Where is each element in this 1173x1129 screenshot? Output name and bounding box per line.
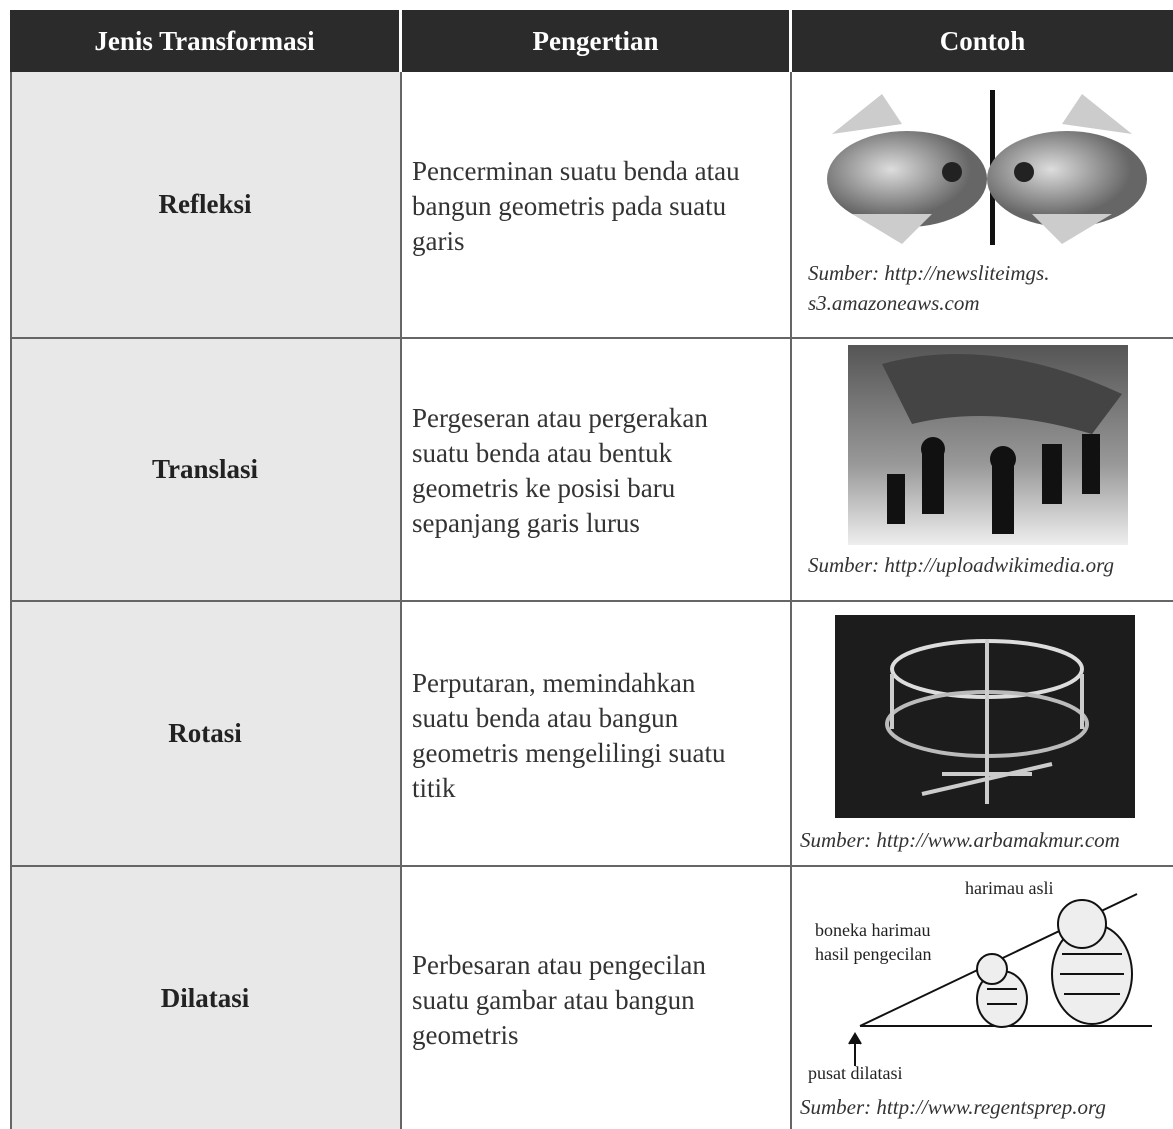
illustrations (827, 90, 1152, 1066)
fish-image (827, 90, 1147, 245)
source: Sumber: http://newsliteimgs. s3.amazoneaw… (808, 258, 1049, 318)
col-border (400, 72, 402, 1129)
line: hasil pengecilan (815, 944, 932, 964)
line: Sumber: http://www.regentsprep.org (800, 1095, 1106, 1119)
type-cell: Translasi (10, 339, 400, 600)
line: geometris mengelilingi suatu (412, 738, 726, 768)
dilation-diagram (848, 893, 1152, 1066)
header-cell: Pengertian (402, 10, 789, 72)
header-cell: Contoh (792, 10, 1173, 72)
diagram-label: harimau asli (965, 876, 1053, 900)
line: Perbesaran atau pengecilan (412, 950, 706, 980)
col-border (790, 72, 792, 1129)
type-cell: Dilatasi (10, 867, 400, 1129)
line: s3.amazoneaws.com (808, 291, 980, 315)
header-cell: Jenis Transformasi (10, 10, 399, 72)
line: garis (412, 226, 465, 256)
line: boneka harimau (815, 920, 931, 940)
line: harimau asli (965, 878, 1054, 898)
diagram-label: pusat dilatasi (808, 1061, 902, 1085)
line: Pencerminan suatu benda atau (412, 156, 740, 186)
col-border (10, 72, 12, 1129)
row-border (10, 865, 1173, 867)
source: Sumber: http://uploadwikimedia.org (808, 550, 1114, 580)
line: pusat dilatasi (808, 1063, 903, 1083)
type-cell: Refleksi (10, 72, 400, 337)
definition: Perbesaran atau pengecilan suatu gambar a… (412, 948, 706, 1053)
line: bangun geometris pada suatu (412, 191, 727, 221)
line: suatu benda atau bangun (412, 703, 679, 733)
line: suatu gambar atau bangun (412, 985, 695, 1015)
line: titik (412, 773, 456, 803)
line: sepanjang garis lurus (412, 508, 640, 538)
carousel-image (835, 615, 1135, 818)
chess-image (848, 345, 1128, 545)
line: geometris (412, 1020, 519, 1050)
diagram-label: boneka harimau hasil pengecilan (815, 918, 931, 966)
line: Sumber: http://uploadwikimedia.org (808, 553, 1115, 577)
line: Sumber: http://www.arbamakmur.com (800, 828, 1120, 852)
definition: Pencerminan suatu benda atau bangun geome… (412, 154, 740, 259)
line: geometris ke posisi baru (412, 473, 676, 503)
source: Sumber: http://www.arbamakmur.com (800, 825, 1120, 855)
source: Sumber: http://www.regentsprep.org (800, 1092, 1106, 1122)
definition: Perputaran, memindahkan suatu benda atau … (412, 666, 725, 806)
line: Sumber: http://newsliteimgs. (808, 261, 1050, 285)
line: Pergeseran atau pergerakan (412, 403, 708, 433)
line: suatu benda atau bentuk (412, 438, 673, 468)
line: Perputaran, memindahkan (412, 668, 696, 698)
definition: Pergeseran atau pergerakan suatu benda at… (412, 401, 708, 541)
row-border (10, 337, 1173, 339)
type-cell: Rotasi (10, 602, 400, 865)
row-border (10, 600, 1173, 602)
